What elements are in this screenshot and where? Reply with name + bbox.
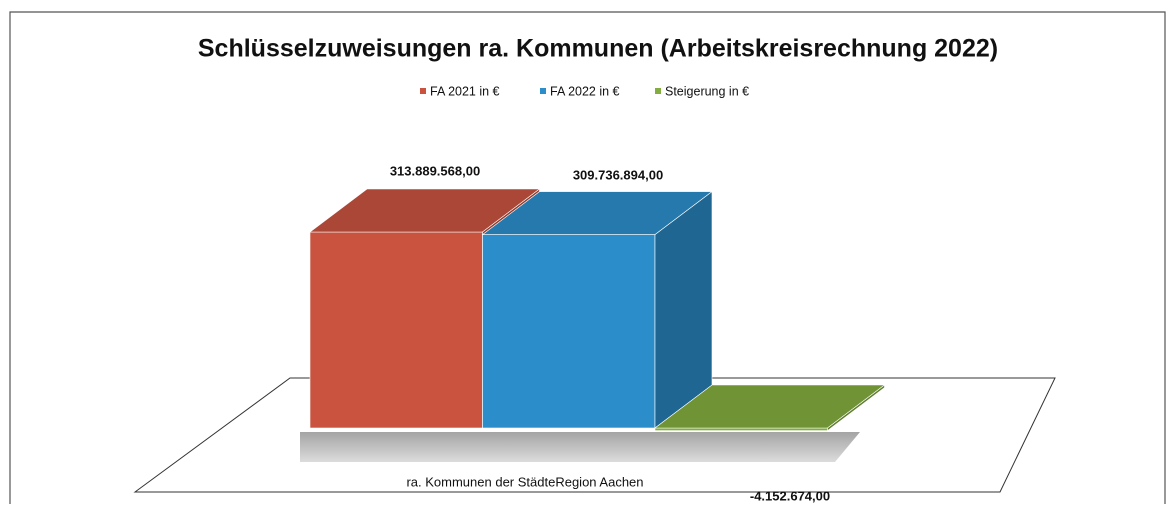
chart-frame bbox=[9, 11, 1166, 504]
legend-swatch bbox=[655, 88, 661, 94]
bar-front bbox=[654, 427, 828, 431]
legend-label: Steigerung in € bbox=[665, 84, 749, 98]
chart-title: Schlüsselzuweisungen ra. Kommunen (Arbei… bbox=[198, 35, 998, 63]
data-label: 313.889.568,00 bbox=[390, 163, 480, 178]
legend-label: FA 2021 in € bbox=[430, 84, 500, 98]
data-label: -4.152.674,00 bbox=[750, 488, 830, 503]
data-label: 309.736.894,00 bbox=[573, 167, 663, 182]
bar-shadow bbox=[300, 432, 860, 462]
bar-side bbox=[827, 384, 885, 432]
legend: FA 2021 in € FA 2022 in € Steigerung in € bbox=[420, 84, 749, 98]
legend-swatch bbox=[540, 88, 546, 94]
bar-front bbox=[309, 231, 483, 429]
x-tick-label: ra. Kommunen der StädteRegion Aachen bbox=[406, 474, 643, 489]
bar-front bbox=[482, 234, 656, 429]
legend-swatch bbox=[420, 88, 426, 94]
legend-label: FA 2022 in € bbox=[550, 84, 620, 98]
bars: 313.889.568,00 309.736.894,00 -4.152.674,0… bbox=[309, 163, 886, 503]
